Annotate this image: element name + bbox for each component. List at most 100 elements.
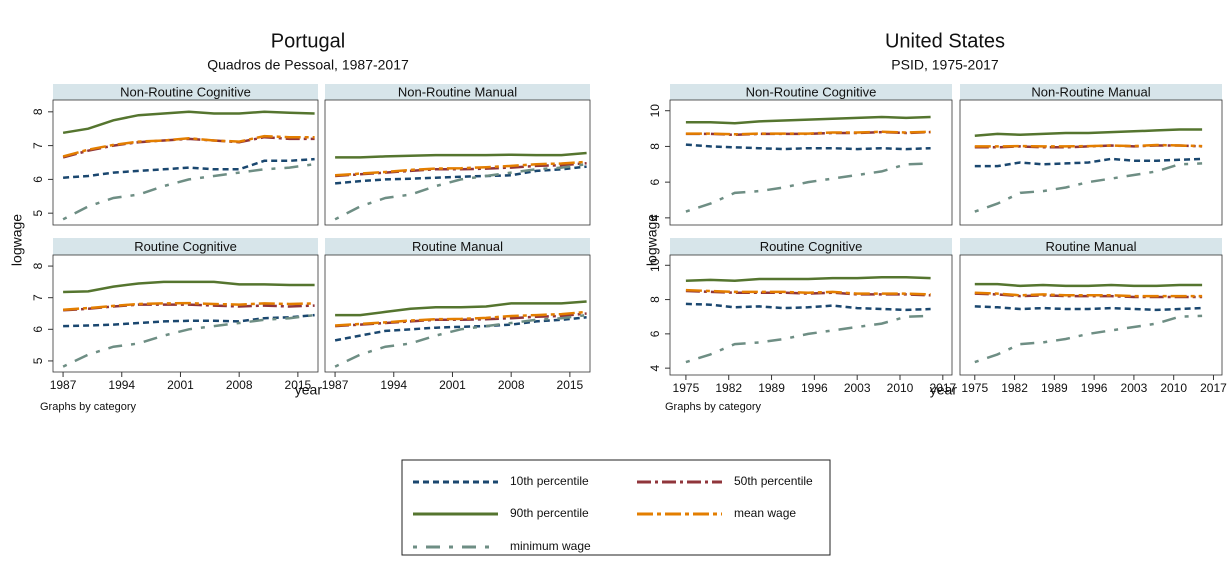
x-tick-label: 2001 [167,378,194,392]
note: Graphs by category [40,401,136,413]
y-tick-label: 7 [31,294,45,301]
series-line [334,165,587,185]
series-line [685,130,931,136]
series-line [63,303,315,312]
panel-title: Non-Routine Cognitive [746,84,877,99]
x-tick-label: 2015 [557,378,584,392]
series-line [685,302,931,312]
x-tick-label: 2017 [929,381,956,395]
y-tick-label: 5 [31,210,45,217]
series-line [334,162,587,221]
series-line [335,160,587,177]
y-tick-label: 6 [648,330,662,337]
x-tick-label: 1987 [50,378,77,392]
panel-frame [669,254,953,376]
series-line [685,314,931,364]
panel-title: Non-Routine Cognitive [120,84,251,99]
legend-box [401,459,831,556]
x-tick-label: 1987 [322,378,349,392]
x-tick-label: 2008 [498,378,525,392]
y-tick-label: 5 [31,357,45,364]
panel-title: Routine Cognitive [760,239,863,254]
y-axis-label: logwage [644,214,660,266]
panel-strip [960,84,1222,100]
x-tick-label: 2003 [1121,381,1148,395]
series-line [62,313,315,368]
series-line [685,162,931,213]
y-tick-label: 8 [31,262,45,269]
series-line [63,280,315,294]
x-tick-label: 1994 [380,378,407,392]
y-tick-label: 4 [648,364,662,371]
y-tick-label: 6 [648,178,662,185]
legend-label: minimum wage [510,539,591,553]
y-tick-label: 8 [31,108,45,115]
series-line [974,305,1203,312]
panel-frame [52,254,319,373]
series-line [334,316,587,342]
chart-subtitle: Quadros de Pessoal, 1987-2017 [207,57,409,73]
series-line [62,110,315,135]
series-line [974,162,1203,213]
y-tick-label: 8 [648,143,662,150]
panel-title: Routine Manual [1045,239,1136,254]
series-line [62,134,315,158]
panel-frame [324,99,591,226]
chart-title: Portugal [271,30,346,52]
series-line [685,276,931,282]
y-tick-label: 10 [648,258,662,272]
series-line [335,300,587,317]
x-tick-label: 2008 [226,378,253,392]
series-line [974,291,1203,298]
series-line [685,143,931,151]
series-line [974,128,1203,137]
panel-frame [669,99,953,226]
panel-strip [53,238,318,255]
series-line [334,313,587,368]
x-axis-label: year [930,382,958,398]
y-tick-label: 7 [31,142,45,149]
series-line [974,314,1203,364]
x-tick-label: 1982 [715,381,742,395]
panel-strip [325,238,590,255]
x-tick-label: 2001 [439,378,466,392]
chart-title: United States [885,30,1005,52]
series-line [63,313,315,328]
series-line [974,143,1203,148]
panel-strip [53,84,318,100]
x-tick-label: 1989 [1041,381,1068,395]
panel-title: Routine Manual [412,239,503,254]
legend-label: 90th percentile [510,506,589,520]
series-line [335,151,587,159]
legend-label: 50th percentile [734,474,813,488]
panel-title: Non-Routine Manual [1031,84,1150,99]
y-tick-label: 6 [31,176,45,183]
x-tick-label: 1975 [961,381,988,395]
panel-frame [959,254,1223,376]
x-tick-label: 2010 [1160,381,1187,395]
panel-strip [670,84,952,100]
x-tick-label: 1996 [1081,381,1108,395]
x-tick-label: 2003 [844,381,871,395]
x-tick-label: 2017 [1200,381,1227,395]
y-axis-label: logwage [9,214,25,266]
panel-title: Non-Routine Manual [398,84,517,99]
series-line [685,115,931,125]
legend-label: mean wage [734,506,796,520]
series-line [63,157,315,179]
series-line [335,310,587,327]
x-tick-label: 2015 [285,378,312,392]
x-tick-label: 1996 [801,381,828,395]
series-line [685,288,931,296]
y-tick-label: 4 [648,214,662,221]
y-tick-label: 8 [648,296,662,303]
note: Graphs by category [665,401,761,413]
panel-frame [324,254,591,373]
panel-strip [670,238,952,255]
x-tick-label: 2010 [887,381,914,395]
panel-frame [52,99,319,226]
legend-label: 10th percentile [510,474,589,488]
x-axis-label: year [295,382,323,398]
panel-strip [960,238,1222,255]
